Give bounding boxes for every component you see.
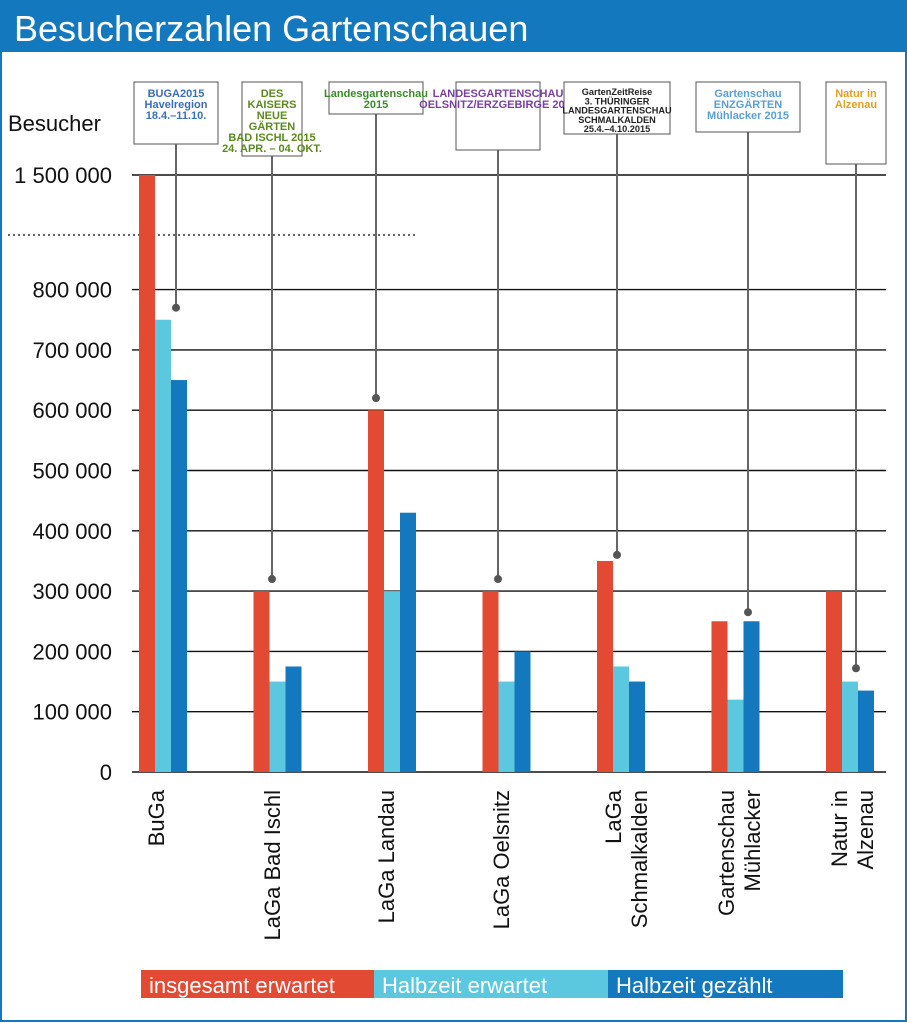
logo-connector-dot [372,394,380,403]
category-label: LaGa Oelsnitz [489,790,514,929]
category-label: LaGa [601,789,626,844]
title-bar: Besucherzahlen Gartenschauen [2,2,905,52]
bar [269,681,286,772]
bar [384,591,400,772]
bar [597,560,613,772]
bar [498,681,515,772]
logo-text: GÄRTEN [249,120,296,133]
logo-text: 2015 [364,99,388,111]
logo-connector-dot [744,608,752,617]
category-label: Gartenschau [714,790,739,916]
logo-text: 25.4.–4.10.2015 [584,124,650,134]
bar [727,699,744,772]
logo-connector-dot [613,550,621,559]
event-logo [241,81,303,157]
y-tick-label: 700 000 [32,338,112,363]
category-label: LaGa Bad Ischl [260,790,285,940]
bar [482,591,499,772]
logo-connector-dot [172,303,180,312]
logo-text: LANDESGARTENSCHAU [433,88,564,100]
logo-text: KAISERS [248,99,297,111]
bar [842,681,858,772]
logo-connector-dot [268,575,276,584]
y-tick-label: 200 000 [32,639,112,664]
bar [253,591,270,772]
logo-connector-dot [852,664,860,673]
event-logo [328,81,424,115]
bar [711,621,728,772]
legend-label: insgesamt erwartet [149,973,335,998]
event-logo [563,81,671,135]
category-label: Schmalkalden [627,790,652,928]
logo-text: ENZGÄRTEN [714,98,783,111]
logo-text: DES [261,88,284,100]
bar [858,690,874,772]
event-logo [825,81,887,165]
bar [826,591,842,772]
chart-title: Besucherzahlen Gartenschauen [14,8,529,49]
logo-connector-dot [494,575,502,584]
category-label: LaGa Landau [374,790,399,923]
logo-text: 18.4.–11.10. [146,110,207,122]
bar [613,666,629,772]
legend-swatch [608,970,843,998]
bar [139,175,155,772]
bar [155,319,171,772]
y-tick-label: 500 000 [32,459,112,484]
logo-text: NEUE [257,110,288,122]
logo-text: Landesgartenschau [324,88,428,100]
bar [368,410,384,772]
logo-text: LANDESGARTENSCHAU [562,106,672,116]
y-tick-label: 400 000 [32,519,112,544]
legend-label: Halbzeit gezählt [616,973,773,998]
legend-label: Halbzeit erwartet [382,973,547,998]
y-tick-label: 0 [100,760,112,785]
y-tick-label: 100 000 [32,700,112,725]
event-logo [133,81,219,145]
legend-swatch [141,970,374,998]
logo-text: BUGA2015 [148,88,205,100]
y-tick-label: 600 000 [32,398,112,423]
category-label: Alzenau [853,790,878,870]
legend-swatch [374,970,608,998]
event-logo [695,81,801,133]
logo-text: SCHMALKALDEN [578,115,656,125]
bar [743,621,760,772]
bar [285,666,302,772]
logo-text: OELSNITZ/ERZGEBIRGE 2015 [419,99,577,111]
y-tick-label: 800 000 [32,278,112,303]
bar [629,681,645,772]
logo-text: BAD ISCHL 2015 [228,132,315,144]
event-logo [455,81,541,151]
y-tick-label: 1 500 000 [14,163,112,188]
logo-text: Havelregion [145,99,208,111]
y-axis-label: Besucher [8,111,101,136]
category-label: Natur in [827,790,852,867]
bar [171,380,187,772]
logo-text: 3. THÜRINGER [585,96,650,106]
bar [400,512,416,772]
category-label: Mühlacker [740,790,765,891]
category-label: BuGa [144,789,169,846]
logo-text: Alzenau [835,99,877,111]
logo-text: Natur in [835,88,877,100]
y-tick-label: 300 000 [32,579,112,604]
logo-text: 24. APR. – 04. OKT. [222,143,322,155]
bar [514,651,531,772]
logo-text: Gartenschau [714,88,781,100]
logo-text: GartenZeitReise [582,87,652,97]
logo-text: Mühlacker 2015 [707,110,789,122]
